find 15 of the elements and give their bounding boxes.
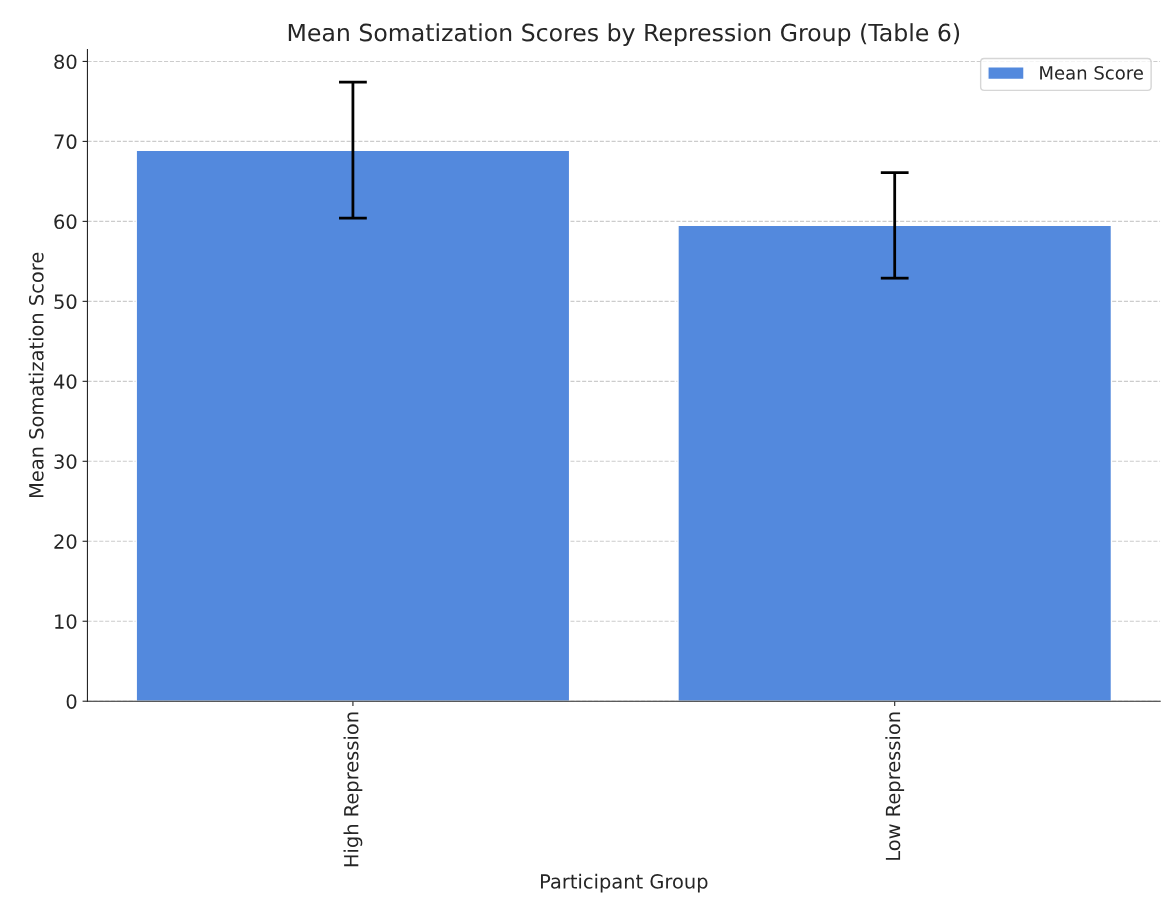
y-axis-title: Mean Somatization Score (28, 252, 44, 498)
y-tick-label: 30 (54, 454, 77, 469)
x-axis-title: Participant Group (540, 873, 708, 893)
y-tick-label: 10 (55, 614, 77, 629)
x-tick-label: Low Repression (885, 712, 905, 860)
y-tick-label: 20 (54, 534, 77, 549)
y-tick-label: 0 (66, 694, 77, 709)
y-tick-label: 80 (54, 54, 77, 70)
y-tick-label: 60 (54, 214, 77, 230)
legend-label: Mean Score (1040, 66, 1143, 80)
x-tick-label: High Repression (343, 712, 363, 867)
y-tick-label: 70 (54, 134, 77, 150)
chart-title: Mean Somatization Scores by Repression Group (Table 6) (288, 23, 960, 47)
y-tick-label: 50 (54, 294, 77, 310)
y-tick-label: 40 (53, 374, 77, 389)
